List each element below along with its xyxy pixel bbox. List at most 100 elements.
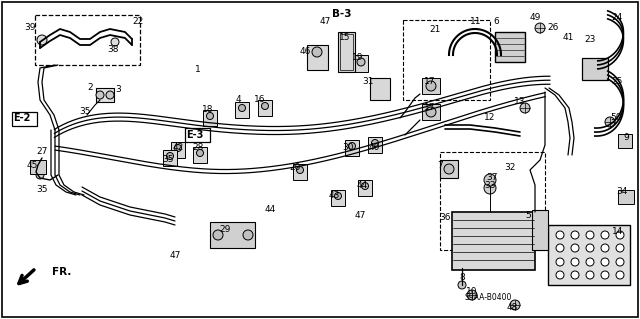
- Bar: [96, 88, 114, 102]
- Text: 47: 47: [355, 211, 365, 219]
- Circle shape: [458, 281, 466, 289]
- Bar: [618, 190, 634, 204]
- Text: 34: 34: [616, 188, 628, 197]
- Circle shape: [36, 171, 44, 179]
- Text: 18: 18: [202, 106, 214, 115]
- Text: B-3: B-3: [332, 9, 352, 19]
- Circle shape: [586, 271, 594, 279]
- Circle shape: [312, 47, 322, 57]
- Circle shape: [426, 81, 436, 91]
- Bar: [618, 134, 632, 148]
- Text: 5: 5: [525, 211, 531, 219]
- Bar: [35, 15, 140, 65]
- Circle shape: [371, 139, 378, 146]
- Circle shape: [175, 145, 182, 152]
- Bar: [345, 140, 359, 156]
- Text: 47: 47: [170, 250, 180, 259]
- Text: 11: 11: [470, 18, 482, 26]
- Circle shape: [601, 244, 609, 252]
- Text: 42: 42: [172, 144, 184, 152]
- Circle shape: [484, 174, 496, 186]
- Text: 35: 35: [79, 108, 91, 116]
- Circle shape: [213, 230, 223, 240]
- Text: 4: 4: [235, 95, 241, 105]
- Text: 37: 37: [486, 174, 498, 182]
- Bar: [210, 222, 255, 248]
- Text: 49: 49: [529, 13, 541, 23]
- Bar: [422, 78, 440, 94]
- Text: 17: 17: [424, 103, 436, 113]
- Text: 36: 36: [439, 213, 451, 222]
- Bar: [258, 100, 272, 116]
- Circle shape: [166, 152, 173, 160]
- Text: 8: 8: [459, 273, 465, 283]
- Text: 38: 38: [108, 44, 119, 54]
- Bar: [171, 142, 185, 158]
- Text: 39: 39: [24, 24, 36, 33]
- Circle shape: [601, 231, 609, 239]
- Text: 24: 24: [611, 13, 623, 23]
- Text: 1: 1: [195, 65, 201, 75]
- Circle shape: [556, 258, 564, 266]
- Circle shape: [616, 244, 624, 252]
- Circle shape: [426, 107, 436, 117]
- Circle shape: [605, 117, 615, 127]
- Text: 3: 3: [115, 85, 121, 94]
- Text: 13: 13: [515, 98, 525, 107]
- Circle shape: [571, 231, 579, 239]
- Bar: [340, 34, 353, 70]
- Bar: [422, 104, 440, 120]
- Text: E-2: E-2: [13, 113, 31, 123]
- Circle shape: [520, 103, 530, 113]
- Circle shape: [601, 258, 609, 266]
- Circle shape: [37, 35, 47, 45]
- Circle shape: [335, 192, 342, 199]
- Text: 21: 21: [429, 26, 441, 34]
- Circle shape: [207, 113, 214, 120]
- Text: 41: 41: [563, 33, 573, 42]
- Circle shape: [535, 23, 545, 33]
- Bar: [30, 160, 46, 174]
- Circle shape: [586, 244, 594, 252]
- Text: 43: 43: [328, 190, 340, 199]
- Bar: [338, 32, 355, 72]
- Text: 29: 29: [220, 226, 230, 234]
- Text: 20: 20: [289, 164, 301, 173]
- Bar: [293, 164, 307, 180]
- Bar: [12, 112, 37, 126]
- Text: 48: 48: [506, 303, 518, 313]
- Bar: [403, 20, 490, 100]
- Text: S9AA-B0400: S9AA-B0400: [464, 293, 512, 302]
- Circle shape: [444, 164, 454, 174]
- Circle shape: [601, 271, 609, 279]
- Text: 35: 35: [163, 155, 173, 165]
- Text: 17: 17: [424, 78, 436, 86]
- Text: 46: 46: [300, 48, 310, 56]
- Text: 32: 32: [504, 164, 516, 173]
- Text: 47: 47: [319, 18, 331, 26]
- Circle shape: [106, 91, 114, 99]
- Bar: [548, 225, 630, 285]
- Text: 22: 22: [132, 18, 143, 26]
- Circle shape: [616, 258, 624, 266]
- Text: 19: 19: [352, 54, 364, 63]
- Circle shape: [96, 91, 104, 99]
- Circle shape: [586, 231, 594, 239]
- Bar: [358, 180, 372, 196]
- Text: 31: 31: [362, 78, 374, 86]
- Text: 35: 35: [36, 186, 48, 195]
- Text: 7: 7: [437, 160, 443, 169]
- Circle shape: [357, 58, 365, 66]
- Bar: [440, 160, 458, 178]
- Circle shape: [349, 143, 355, 150]
- Text: 9: 9: [623, 133, 629, 143]
- Text: 25: 25: [611, 78, 623, 86]
- Bar: [368, 137, 382, 153]
- Circle shape: [296, 167, 303, 174]
- Bar: [532, 210, 548, 250]
- Text: 45: 45: [26, 160, 38, 169]
- Text: 50: 50: [611, 114, 621, 122]
- Circle shape: [484, 182, 496, 194]
- Circle shape: [196, 150, 204, 157]
- Text: 44: 44: [264, 205, 276, 214]
